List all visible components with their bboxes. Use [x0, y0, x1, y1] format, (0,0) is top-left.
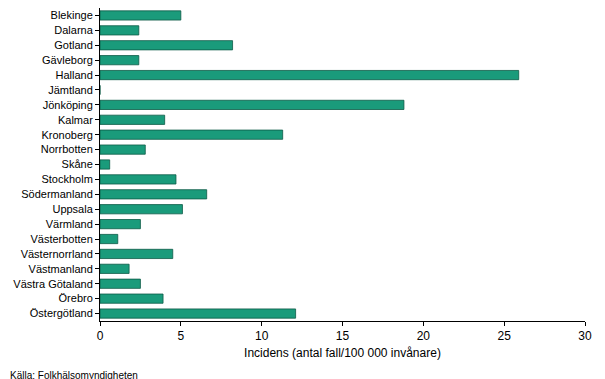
svg-text:Södermanland: Södermanland [21, 188, 93, 200]
svg-text:Jämtland: Jämtland [48, 84, 93, 96]
svg-text:Kalmar: Kalmar [58, 114, 93, 126]
svg-text:Halland: Halland [55, 69, 92, 81]
svg-text:20: 20 [417, 329, 431, 343]
svg-text:Källa: Folkhälsomyndigheten: Källa: Folkhälsomyndigheten [10, 370, 138, 379]
svg-text:Dalarna: Dalarna [54, 24, 93, 36]
svg-text:25: 25 [497, 329, 511, 343]
svg-text:Skåne: Skåne [62, 158, 93, 170]
svg-text:5: 5 [177, 329, 184, 343]
svg-text:0: 0 [97, 329, 104, 343]
svg-text:10: 10 [255, 329, 269, 343]
svg-text:Jönköping: Jönköping [43, 99, 93, 111]
svg-text:Östergötland: Östergötland [30, 307, 93, 319]
svg-text:Incidens (antal fall/100 000 i: Incidens (antal fall/100 000 invånare) [244, 346, 441, 360]
svg-text:Stockholm: Stockholm [41, 173, 92, 185]
svg-text:Örebro: Örebro [59, 292, 93, 304]
svg-text:Värmland: Värmland [46, 218, 93, 230]
svg-text:Norrbotten: Norrbotten [41, 143, 93, 155]
svg-text:Gotland: Gotland [54, 39, 93, 51]
svg-text:15: 15 [336, 329, 350, 343]
svg-text:Västra Götaland: Västra Götaland [13, 278, 93, 290]
svg-text:Kronoberg: Kronoberg [41, 129, 92, 141]
svg-text:Västernorrland: Västernorrland [21, 248, 93, 260]
svg-text:Gävleborg: Gävleborg [42, 54, 93, 66]
svg-text:Västerbotten: Västerbotten [30, 233, 92, 245]
svg-text:Uppsala: Uppsala [52, 203, 93, 215]
svg-text:30: 30 [578, 329, 592, 343]
svg-text:Västmanland: Västmanland [29, 263, 93, 275]
svg-text:Blekinge: Blekinge [51, 9, 93, 21]
